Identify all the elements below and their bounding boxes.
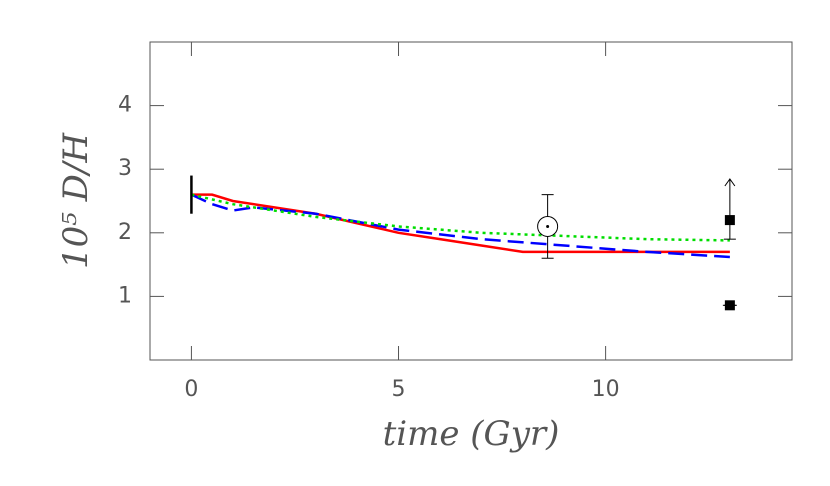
y-axis-title: 10⁵ D/H bbox=[56, 132, 96, 269]
y-tick-label: 3 bbox=[118, 156, 132, 181]
y-tick-label: 2 bbox=[118, 220, 132, 245]
y-tick-label: 1 bbox=[118, 283, 132, 308]
y-tick-label: 4 bbox=[118, 93, 132, 118]
data-line bbox=[190, 193, 730, 259]
data-line bbox=[191, 193, 730, 242]
square-marker bbox=[724, 215, 735, 226]
x-tick-label: 10 bbox=[592, 377, 620, 402]
x-tick-label: 0 bbox=[184, 377, 198, 402]
x-tick-label: 5 bbox=[392, 377, 406, 402]
limit-arrow bbox=[724, 178, 736, 201]
x-axis-title: time (Gyr) bbox=[383, 414, 560, 454]
sun-dot bbox=[546, 224, 550, 228]
square-marker bbox=[724, 300, 735, 311]
data-line bbox=[191, 193, 730, 254]
plot-frame bbox=[149, 41, 793, 361]
